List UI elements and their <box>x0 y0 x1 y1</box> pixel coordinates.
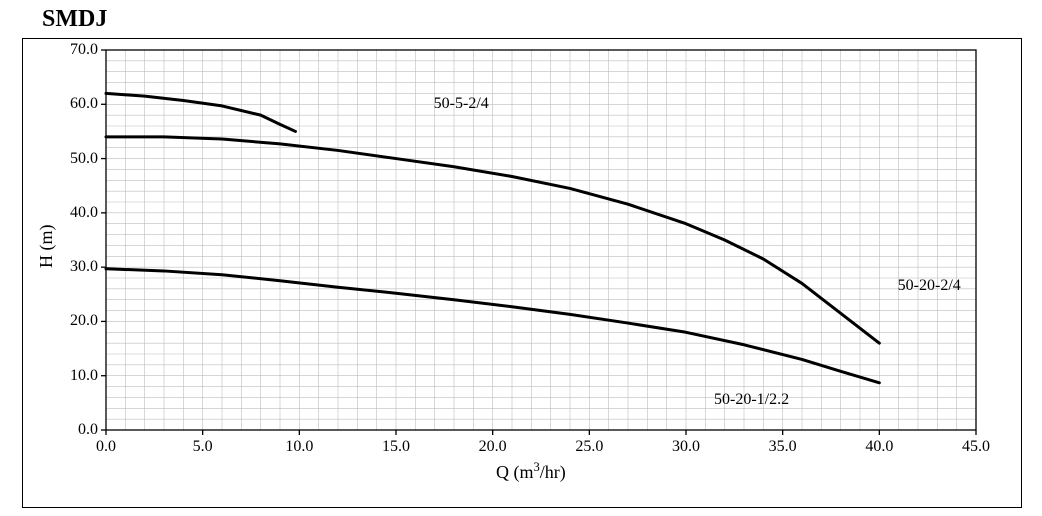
x-tick-label: 5.0 <box>183 438 223 456</box>
chart-title: SMDJ <box>42 6 107 33</box>
y-axis-title: H (m) <box>36 225 57 269</box>
y-tick-label: 10.0 <box>58 367 98 385</box>
y-tick-label: 20.0 <box>58 312 98 330</box>
x-tick-label: 30.0 <box>666 438 706 456</box>
series-label-50-20-1/2.2: 50-20-1/2.2 <box>714 391 789 409</box>
chart-plot <box>106 50 976 430</box>
y-tick-label: 30.0 <box>58 258 98 276</box>
x-tick-label: 45.0 <box>956 438 996 456</box>
page: SMDJ 0.0 10.0 20.0 30.0 40.0 50.0 60.0 70.0 0.0… <box>0 0 1042 516</box>
y-tick-label: 40.0 <box>58 204 98 222</box>
x-tick-label: 20.0 <box>473 438 513 456</box>
series-label-50-20-2/4: 50-20-2/4 <box>898 277 961 295</box>
x-tick-label: 25.0 <box>569 438 609 456</box>
y-tick-label: 60.0 <box>58 95 98 113</box>
x-axis-title: Q (m3/hr) <box>496 460 566 483</box>
x-tick-label: 0.0 <box>86 438 126 456</box>
y-tick-label: 70.0 <box>58 41 98 59</box>
x-tick-label: 35.0 <box>763 438 803 456</box>
y-tick-label: 0.0 <box>58 421 98 439</box>
x-tick-label: 10.0 <box>279 438 319 456</box>
series-label-50-5-2/4: 50-5-2/4 <box>434 95 489 113</box>
x-tick-label: 15.0 <box>376 438 416 456</box>
y-tick-label: 50.0 <box>58 150 98 168</box>
x-tick-label: 40.0 <box>859 438 899 456</box>
